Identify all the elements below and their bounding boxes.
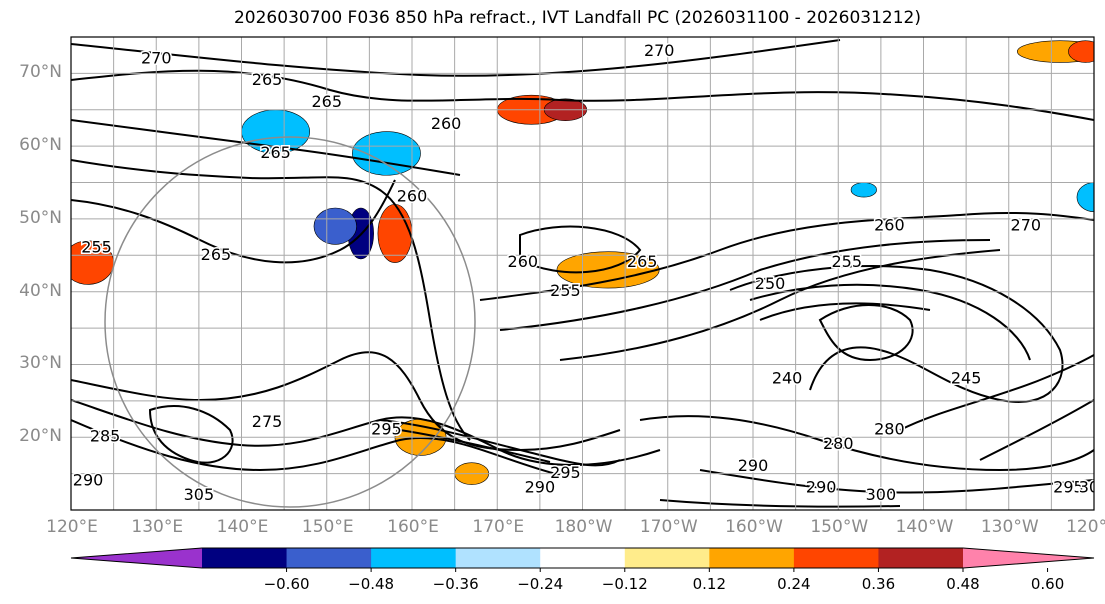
colorbar-tick-label: −0.48 (348, 575, 395, 593)
longitude-label: 120°E (46, 517, 98, 537)
contour-label: 290 (73, 470, 104, 489)
colorbar-tick-label: 0.60 (1030, 575, 1065, 593)
contour-label: 265 (311, 92, 342, 111)
colorbar-segment (202, 548, 288, 568)
contour-label: 300 (866, 485, 897, 504)
contour-label: 265 (260, 143, 291, 162)
contour-label: 260 (508, 252, 539, 271)
contour-label: 270 (644, 41, 675, 60)
contour-label: 270 (1011, 216, 1042, 235)
contour-label: 255 (81, 238, 112, 257)
colorbar-tick-label: −0.24 (517, 575, 564, 593)
colorbar-tick-label: 0.24 (777, 575, 811, 593)
contour-label: 275 (252, 412, 283, 431)
contour-label: 295 (550, 463, 581, 482)
colorbar-segment (286, 548, 372, 568)
colorbar-tick-label: 0.36 (861, 575, 896, 593)
contour-label: 280 (823, 434, 854, 453)
longitude-label: 160°E (387, 517, 439, 537)
contour-label: 295 (371, 419, 402, 438)
colorbar-segment (371, 548, 457, 568)
longitude-label: 150°W (810, 517, 869, 537)
latitude-label: 40°N (19, 280, 62, 301)
latitude-label: 20°N (19, 426, 62, 447)
longitude-label: 140°E (216, 517, 269, 537)
longitude-label: 140°W (895, 517, 954, 537)
contour-label: 305 (184, 485, 215, 504)
latitude-label: 30°N (19, 353, 62, 374)
contour-label: 255 (550, 281, 581, 300)
longitude-label: 160°W (725, 517, 783, 537)
latitude-label: 60°N (19, 135, 62, 156)
colorbar-outline (70, 547, 1095, 569)
graticule (71, 37, 1094, 510)
longitude-label: 130°E (131, 517, 184, 537)
map-frame (70, 36, 1095, 511)
contour-label: 265 (201, 245, 232, 264)
colorbar-min-extension (71, 548, 202, 568)
contour-label: 290 (525, 478, 556, 497)
longitude-label: 130°W (980, 517, 1039, 537)
colorbar-tick-label: −0.36 (432, 575, 479, 593)
contour-label: 260 (397, 187, 428, 206)
colorbar-max-extension (963, 548, 1094, 568)
contour-label: 300 (1079, 478, 1105, 497)
ivt-contours (71, 39, 1094, 508)
latitude-label: 50°N (19, 207, 62, 228)
shaded-anomaly (377, 204, 413, 263)
colorbar-segment (793, 548, 879, 568)
colorbar-tick-label: −0.60 (263, 575, 310, 593)
contour-label: 265 (252, 70, 283, 89)
colorbar-segment (624, 548, 710, 568)
latitude-label: 70°N (19, 62, 62, 83)
contour-label: 255 (832, 252, 863, 271)
colorbar-segment (878, 548, 964, 568)
colorbar-segment (709, 548, 795, 568)
shaded-anomaly (850, 182, 877, 198)
contour-label: 245 (951, 369, 982, 388)
shaded-anomaly (313, 207, 357, 245)
longitude-label: 150°E (301, 517, 354, 537)
longitude-label: 170°E (472, 517, 525, 537)
longitude-label: 120°W (1066, 517, 1105, 537)
contour-label: 280 (874, 419, 905, 438)
projection-ring (104, 136, 476, 508)
longitude-label: 180°W (554, 517, 613, 537)
colorbar-tick-label: 0.12 (692, 575, 727, 593)
contour-label: 290 (806, 478, 837, 497)
longitude-label: 170°W (639, 517, 698, 537)
contour-label: 260 (431, 114, 462, 133)
contour-label: 250 (755, 274, 786, 293)
contour-label: 295 (1053, 478, 1084, 497)
shaded-anomaly (1068, 40, 1094, 63)
map-title: 2026030700 F036 850 hPa refract., IVT La… (233, 8, 921, 28)
colorbar-tick-label: 0.48 (946, 575, 980, 593)
colorbar-tick-label: −0.12 (601, 575, 648, 593)
colorbar-segment (540, 548, 626, 568)
contour-label: 290 (738, 456, 769, 475)
contour-label: 240 (772, 369, 803, 388)
contour-label: 265 (627, 252, 658, 271)
shaded-anomaly (352, 131, 421, 176)
colorbar-segment (455, 548, 541, 568)
colorbar (70, 547, 1095, 572)
contour-label: 260 (874, 216, 905, 235)
contour-labels: 270 265 265 265 260 260 270 260 255 265 260 255 250 2… (71, 40, 1105, 506)
contour-label: 285 (90, 427, 121, 446)
contour-label: 270 (141, 48, 172, 67)
